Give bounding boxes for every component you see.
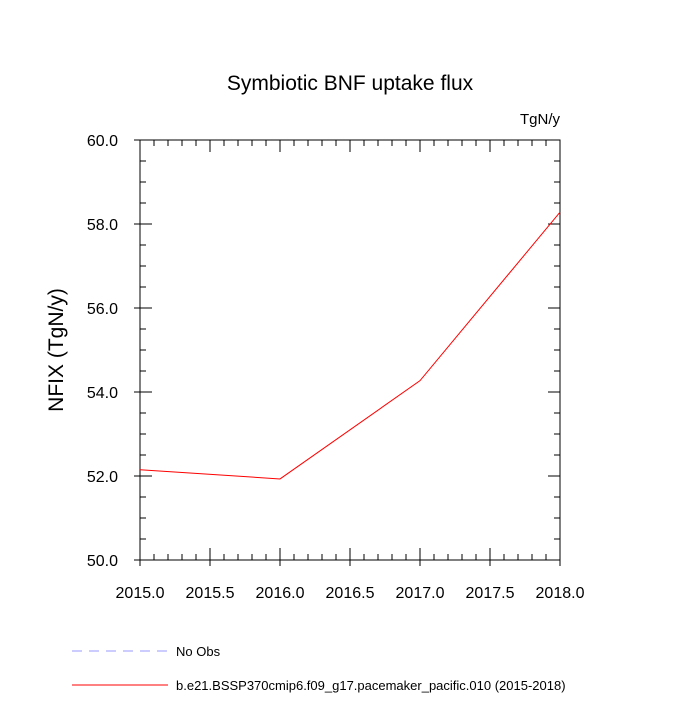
chart-title: Symbiotic BNF uptake flux (227, 72, 474, 95)
x-tick-label: 2016.0 (256, 585, 305, 602)
plot-area: 2015.0 2015.5 2016.0 2016.5 2017.0 2017.5 2018… (87, 133, 585, 602)
x-tick-label: 2018.0 (536, 585, 585, 602)
plot-frame (139, 139, 561, 561)
y-tick-label: 58.0 (87, 217, 118, 234)
legend-label-1: b.e21.BSSP370cmip6.f09_g17.pacemaker_pac… (176, 678, 566, 693)
y-tick-label: 52.0 (87, 469, 118, 486)
x-tick-label: 2017.0 (396, 585, 445, 602)
units-label: TgN/y (520, 111, 561, 128)
y-tick-label: 56.0 (87, 301, 118, 318)
y-tick-label: 50.0 (87, 553, 118, 570)
x-tick-label: 2015.0 (116, 585, 165, 602)
legend: No Obs b.e21.BSSP370cmip6.f09_g17.pacemak… (72, 644, 566, 693)
y-axis-label: NFIX (TgN/y) (45, 288, 68, 412)
x-tick-label: 2016.5 (326, 585, 375, 602)
y-tick-label: 54.0 (87, 385, 118, 402)
x-tick-label: 2015.5 (186, 585, 235, 602)
x-tick-label: 2017.5 (466, 585, 515, 602)
series-line-0 (139, 211, 561, 480)
legend-label-0: No Obs (176, 644, 221, 659)
y-tick-label: 60.0 (87, 133, 118, 150)
